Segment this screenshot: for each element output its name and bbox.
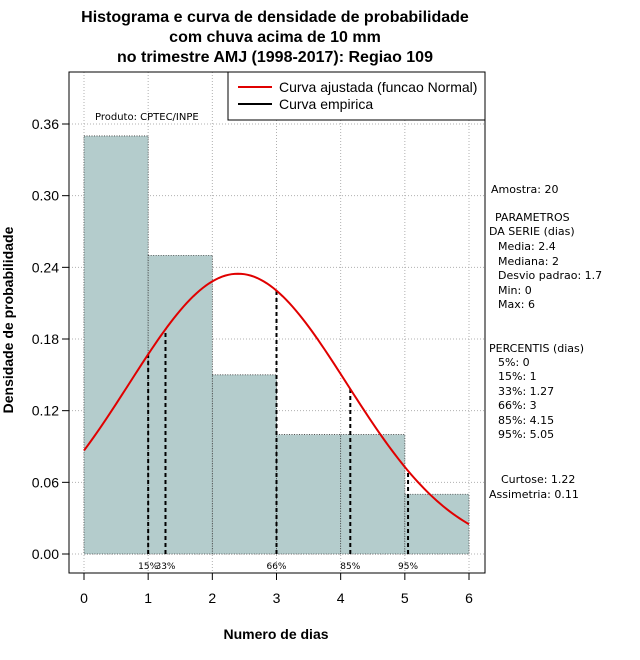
- stat-p15: 15%: 1: [498, 370, 537, 383]
- y-tick-label: 0.30: [32, 188, 59, 204]
- percentile-label-15: 15%: [138, 562, 158, 572]
- y-tick-label: 0.18: [32, 331, 59, 347]
- fitted-curve-layer: [83, 272, 470, 526]
- y-tick-label: 0.12: [32, 403, 59, 419]
- chart-title-line-3: no trimestre AMJ (1998-2017): Regiao 109: [117, 49, 433, 66]
- x-tick-label: 1: [144, 590, 152, 606]
- legend-empirical-label: Curva empirica: [279, 96, 373, 112]
- stat-desvio: Desvio padrao: 1.7: [498, 269, 602, 282]
- x-tick-label: 0: [80, 590, 88, 606]
- stat-p95: 95%: 5.05: [498, 428, 554, 441]
- stats-panel: Amostra: 20 PARAMETROS DA SERIE (dias) M…: [489, 183, 602, 501]
- legend-fitted-label: Curva ajustada (funcao Normal): [279, 79, 477, 95]
- stat-min: Min: 0: [498, 284, 532, 297]
- percentile-label-85: 85%: [340, 562, 360, 572]
- x-tick-label: 6: [465, 590, 473, 606]
- legend-box: [227, 71, 486, 121]
- percentile-label-33: 33%: [155, 562, 175, 572]
- percentile-lines: 15%33% 66% 85% 95%: [138, 290, 418, 572]
- x-tick-label: 2: [208, 590, 216, 606]
- percentile-label-95: 95%: [398, 562, 418, 572]
- histogram-bar-4: [276, 434, 342, 555]
- chart-title-line-2: com chuva acima de 10 mm: [169, 29, 381, 46]
- histogram-bar-1: [83, 135, 149, 555]
- stat-media: Media: 2.4: [498, 240, 556, 253]
- x-tick-label: 5: [401, 590, 409, 606]
- y-axis-title: Densidade de probabilidade: [0, 226, 16, 413]
- x-axis-title: Numero de dias: [223, 626, 328, 642]
- stat-p85: 85%: 4.15: [498, 414, 554, 427]
- y-tick-label: 0.24: [32, 259, 59, 275]
- histogram-bar-6: [404, 493, 470, 555]
- axes: 0.00 0.06 0.12 0.18 0.24 0.30 0.36 0 1 2 3 4 5 6: [32, 116, 473, 606]
- stat-p66: 66%: 3: [498, 399, 537, 412]
- stat-p33: 33%: 1.27: [498, 385, 554, 398]
- histogram-bars: [83, 135, 470, 555]
- source-label: Produto: CPTEC/INPE: [95, 112, 199, 123]
- chart-title-line-1: Histograma e curva de densidade de proba…: [81, 9, 469, 26]
- percentile-label-66: 66%: [266, 562, 286, 572]
- stat-sample: Amostra: 20: [491, 183, 558, 196]
- y-tick-label: 0.06: [32, 474, 59, 490]
- x-tick-label: 3: [273, 590, 281, 606]
- y-tick-label: 0.36: [32, 116, 59, 132]
- y-tick-label: 0.00: [32, 546, 59, 562]
- stat-params-header-2: DA SERIE (dias): [489, 225, 575, 238]
- histogram-bar-2: [147, 254, 213, 555]
- stat-params-header-1: PARAMETROS: [495, 211, 570, 224]
- legend: Curva ajustada (funcao Normal) Curva emp…: [227, 71, 486, 121]
- fitted-normal-curve: [83, 272, 470, 526]
- histogram-bar-3: [211, 374, 277, 555]
- stat-assimetria: Assimetria: 0.11: [489, 488, 579, 501]
- stat-mediana: Mediana: 2: [498, 255, 559, 268]
- x-tick-label: 4: [337, 590, 345, 606]
- stat-curtose: Curtose: 1.22: [501, 473, 575, 486]
- stat-max: Max: 6: [498, 298, 535, 311]
- stat-p5: 5%: 0: [498, 356, 530, 369]
- stat-percentis-header: PERCENTIS (dias): [489, 342, 584, 355]
